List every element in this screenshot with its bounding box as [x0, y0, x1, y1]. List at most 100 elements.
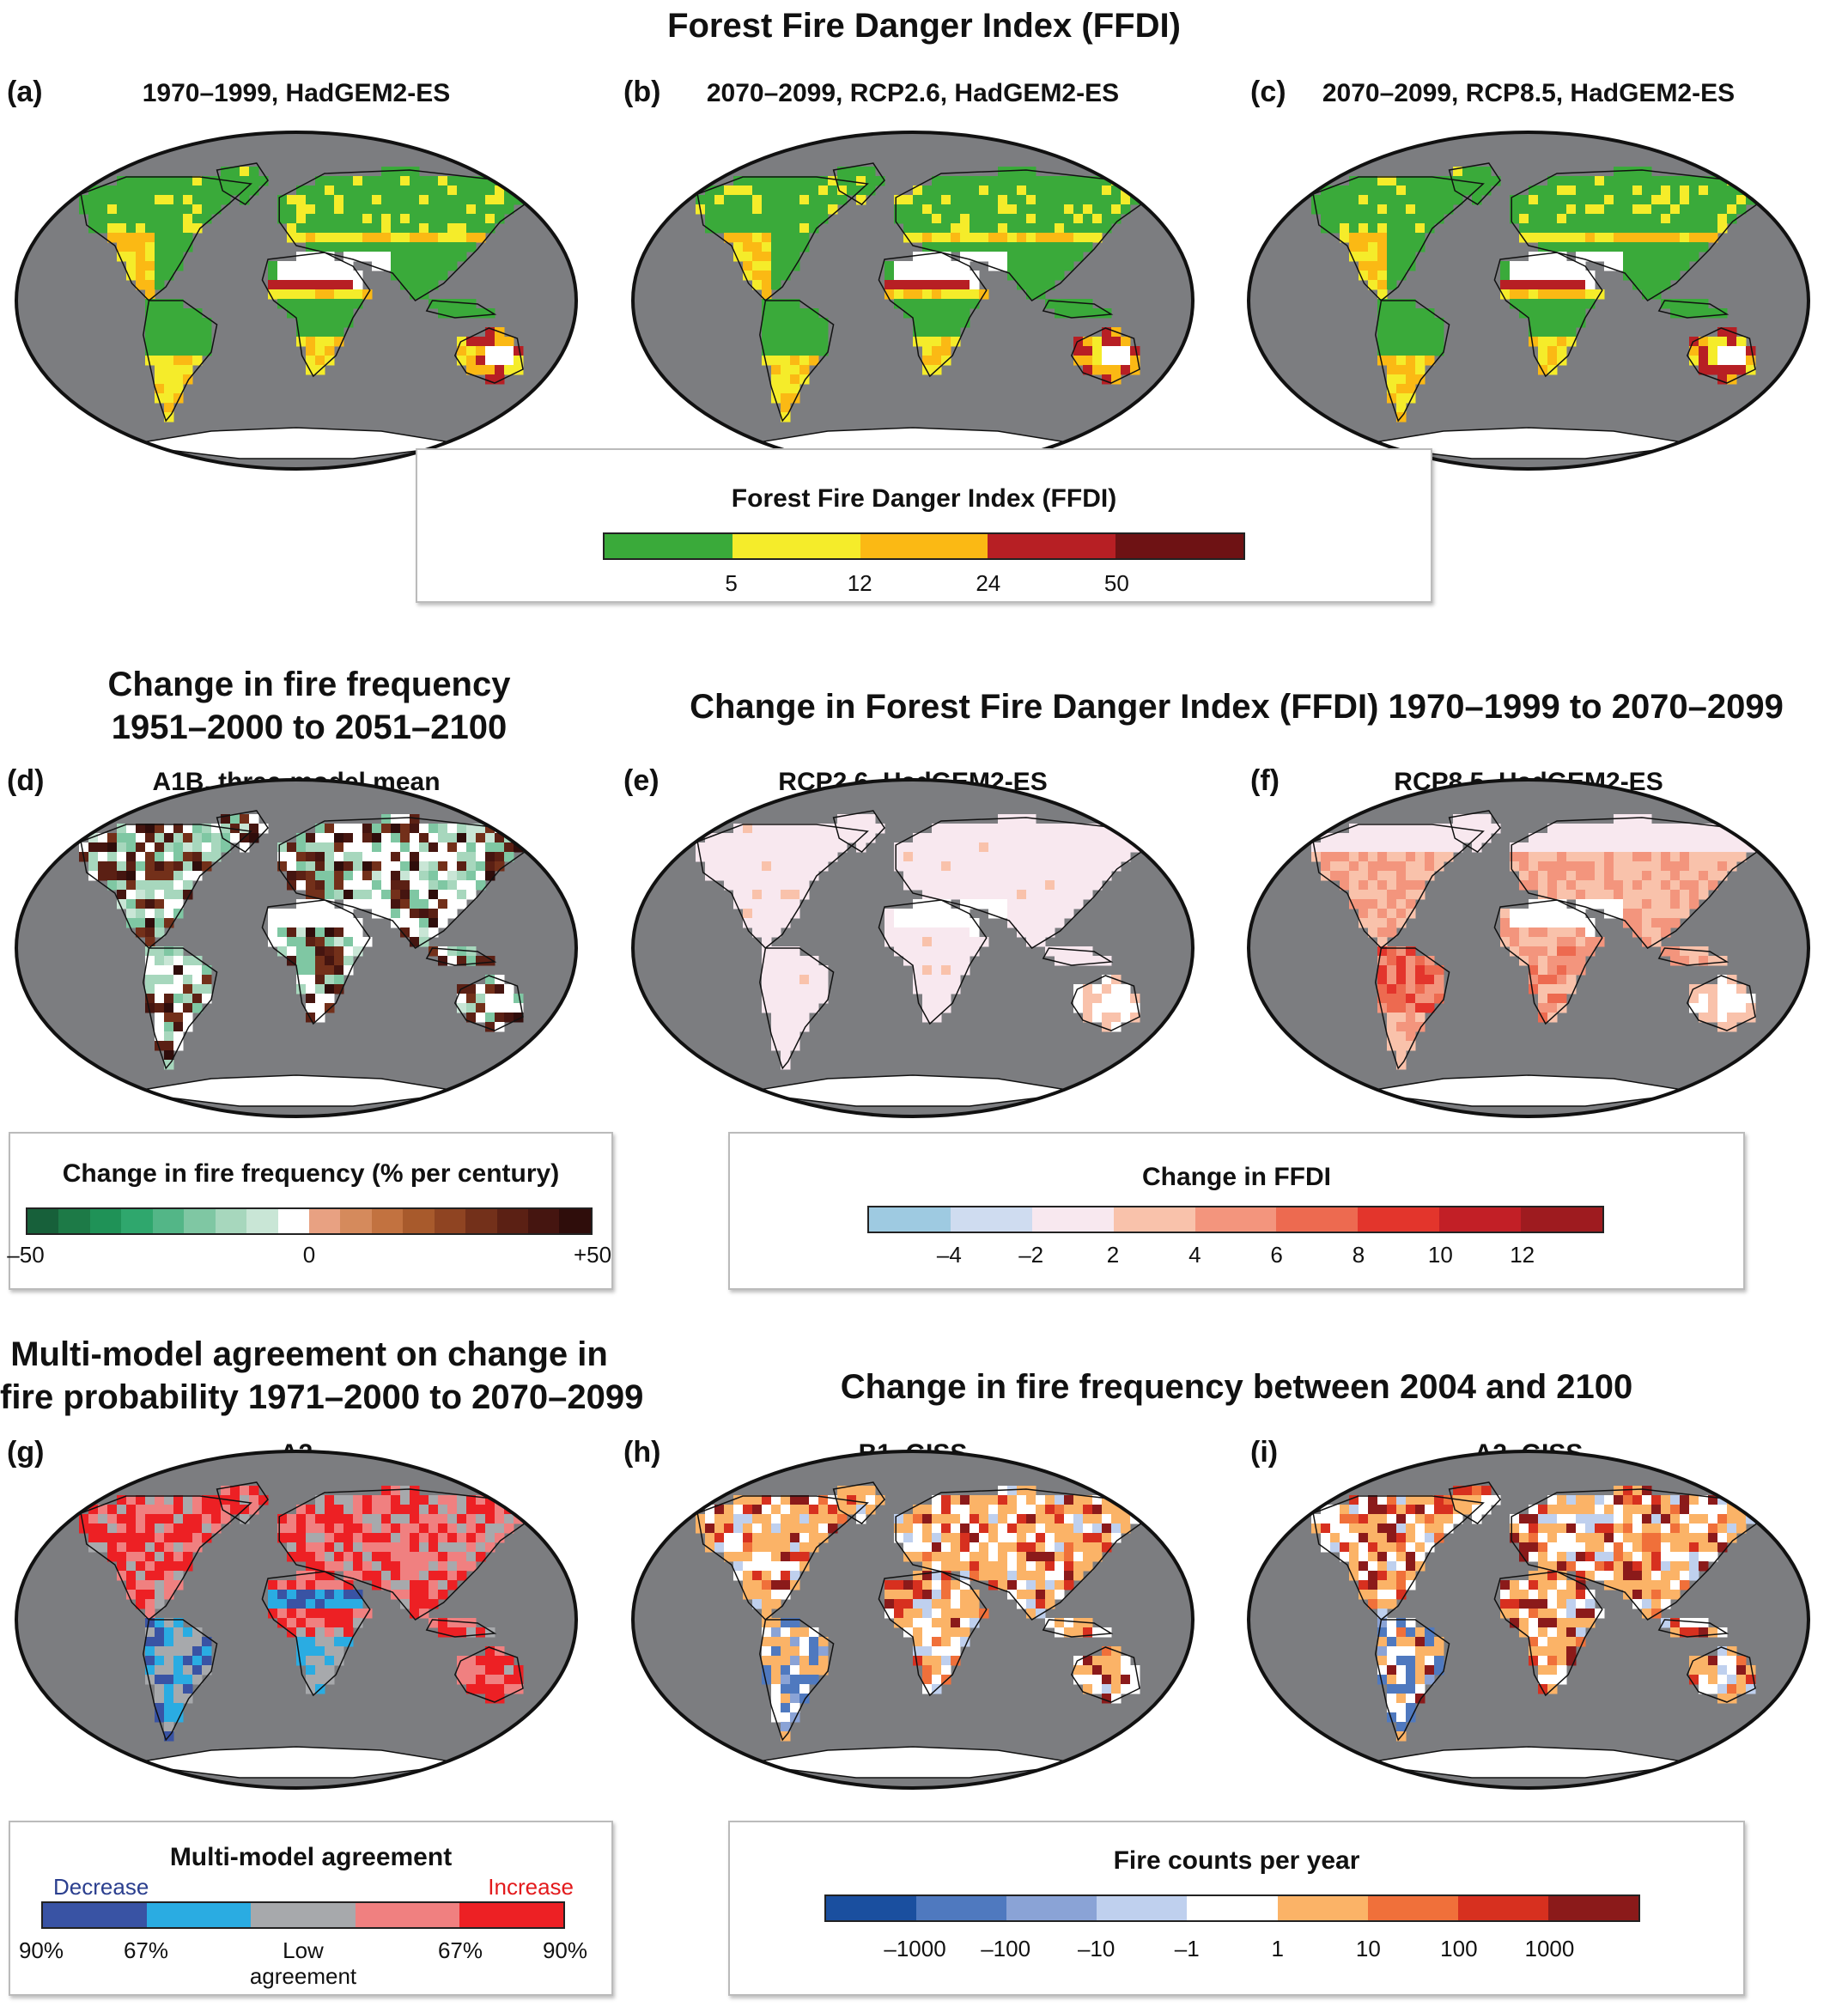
antarctica: [1358, 427, 1699, 459]
tick-label: +50: [573, 1242, 612, 1268]
coastline: [1070, 327, 1140, 384]
colorbar-segment: [1187, 1896, 1278, 1920]
world-map: [15, 1450, 578, 1790]
section-title-multi-model: Multi-model agreement on change in fire …: [0, 1335, 644, 1416]
colorbar-segment: [340, 1209, 372, 1233]
antarctica: [125, 1074, 467, 1107]
colorbar-segment: [89, 1209, 122, 1233]
tick-label: 12: [847, 570, 872, 596]
colorbar-segment: [1115, 534, 1243, 558]
coastline: [1312, 824, 1485, 950]
panel-title: 2070–2099, RCP8.5, HadGEM2-ES: [1322, 79, 1736, 107]
coastline: [1375, 947, 1450, 1070]
legend-ffdi-change: Change in FFDI –4 –2 2 4 6 8 10 12: [728, 1132, 1745, 1290]
colorbar-segment: [916, 1896, 1007, 1920]
tick-label: 10: [1427, 1242, 1453, 1268]
colorbar-segment: [215, 1209, 247, 1233]
colorbar-ffdi: [603, 532, 1245, 560]
coastline: [278, 817, 536, 949]
tick-label: 90%: [18, 1937, 64, 1963]
coastline: [878, 1571, 988, 1697]
colorbar-segment: [1439, 1207, 1522, 1232]
tick-label: 6: [1270, 1242, 1283, 1268]
colorbar-segment: [860, 534, 988, 558]
tick-label: 24: [976, 570, 1001, 596]
panel-title: 1970–1999, HadGEM2-ES: [142, 79, 451, 107]
tick-label: 1000: [1524, 1936, 1575, 1961]
figure-title: Forest Fire Danger Index (FFDI): [667, 7, 1181, 45]
tick-label: –4: [936, 1242, 962, 1268]
coastline: [80, 824, 252, 950]
coastline: [1042, 300, 1114, 319]
tick-label: –10: [1077, 1936, 1115, 1961]
tick-label: –1000: [884, 1936, 946, 1961]
coastline: [453, 975, 524, 1031]
panel-letter: (b): [623, 76, 661, 108]
colorbar-segment: [1547, 1896, 1638, 1920]
tick-label: 8: [1352, 1242, 1365, 1268]
coastline: [696, 824, 869, 950]
colorbar-ffdi-change: [867, 1206, 1604, 1233]
coastline: [1686, 1646, 1756, 1703]
colorbar-segment: [371, 1209, 404, 1233]
tick-label: 12: [1510, 1242, 1535, 1268]
antarctica: [125, 427, 467, 459]
coastline: [1657, 1619, 1729, 1638]
panel-title: 2070–2099, RCP2.6, HadGEM2-ES: [706, 79, 1120, 107]
world-map: [631, 778, 1195, 1118]
coastline: [143, 947, 218, 1070]
coastline: [759, 947, 835, 1070]
coastline: [878, 899, 988, 1025]
tick-label: –50: [7, 1242, 45, 1268]
coastline: [832, 810, 885, 853]
section-title-fire-counts: Change in fire frequency between 2004 an…: [840, 1368, 1633, 1406]
colorbar-segment: [403, 1209, 435, 1233]
coastline: [878, 252, 988, 378]
coastline: [759, 1619, 835, 1742]
legend-ffdi: Forest Fire Danger Index (FFDI) 5 12 24 50: [416, 448, 1432, 603]
map-border: [1247, 1450, 1810, 1790]
antarctica: [125, 1746, 467, 1779]
coastline: [1686, 327, 1756, 384]
colorbar-segment: [251, 1903, 356, 1927]
coastline: [278, 1488, 536, 1621]
antarctica: [742, 1074, 1084, 1107]
panel-letter: (a): [7, 76, 43, 108]
tick-label: –2: [1018, 1242, 1044, 1268]
colorbar-segment: [1113, 1207, 1195, 1232]
world-map: [15, 778, 578, 1118]
colorbar-segment: [732, 534, 860, 558]
colorbar-segment: [559, 1209, 591, 1233]
legend-title: Forest Fire Danger Index (FFDI): [731, 484, 1117, 513]
colorbar-segment: [605, 534, 733, 558]
coastline: [1448, 1481, 1501, 1524]
coastline: [453, 327, 524, 384]
coastline: [1448, 810, 1501, 853]
panel-letter: (e): [623, 764, 660, 797]
legend-title: Fire counts per year: [1113, 1846, 1360, 1875]
coastline: [425, 300, 497, 319]
section-title-ffdi-change: Change in Forest Fire Danger Index (FFDI…: [690, 688, 1784, 726]
colorbar-segment: [459, 1903, 564, 1927]
coastline: [216, 810, 269, 853]
tick-label: 10: [1355, 1936, 1381, 1961]
panel-letter: (i): [1250, 1436, 1279, 1469]
coastline: [1448, 162, 1501, 205]
tick-label: 50: [1103, 570, 1129, 596]
coastline: [1375, 300, 1450, 423]
colorbar-agreement: [41, 1901, 565, 1929]
tick-label: 2: [1106, 1242, 1120, 1268]
tick-label: 67%: [123, 1937, 169, 1963]
coastline: [453, 1646, 524, 1703]
coastline: [1511, 169, 1768, 301]
coastline: [895, 1488, 1152, 1621]
colorbar-segment: [246, 1209, 278, 1233]
colorbar-segment: [434, 1209, 466, 1233]
colorbar-segment: [1521, 1207, 1603, 1232]
colorbar-segment: [496, 1209, 528, 1233]
colorbar-segment: [1358, 1207, 1440, 1232]
legend-title: Multi-model agreement: [169, 1843, 453, 1871]
coastline: [216, 1481, 269, 1524]
map-border: [15, 131, 578, 471]
colorbar-segment: [1195, 1207, 1277, 1232]
